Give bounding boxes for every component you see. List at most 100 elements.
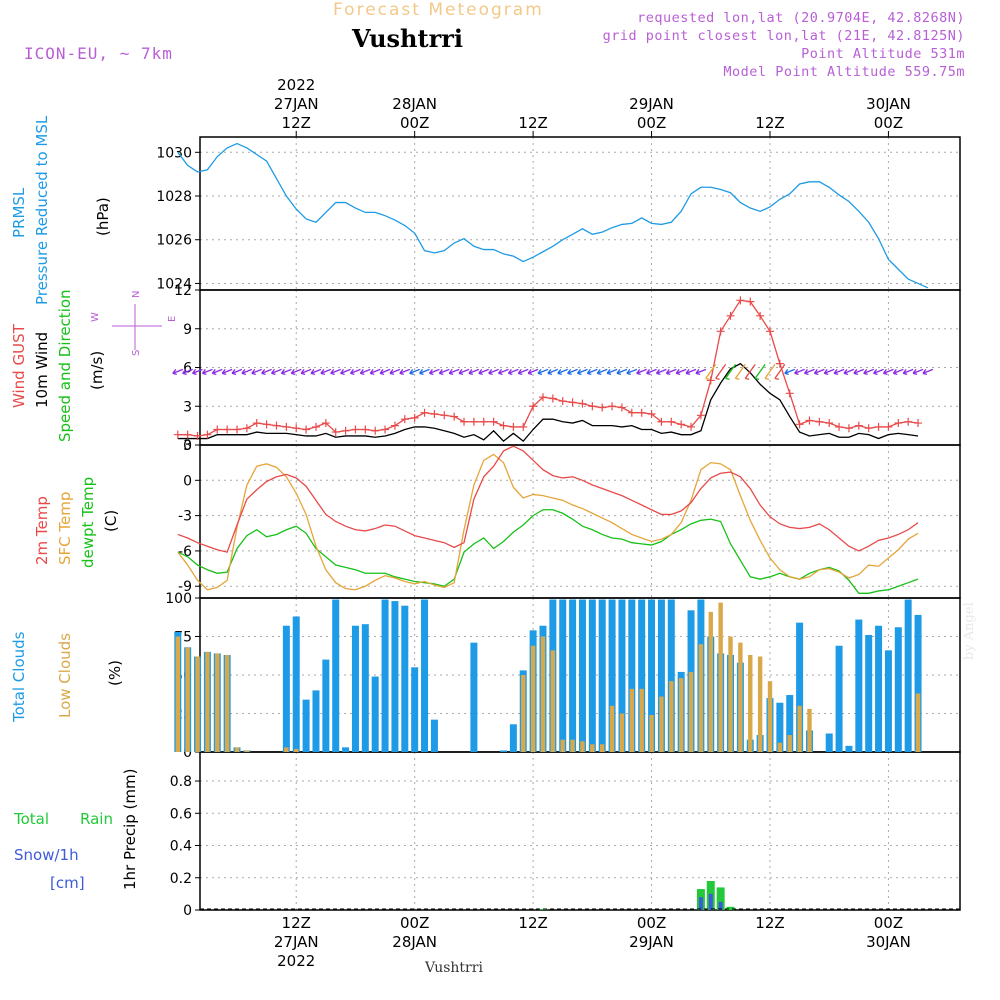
wind-dir-arrow — [310, 368, 322, 376]
gust-marker — [687, 422, 696, 431]
precip-rain-label: Rain — [80, 810, 113, 828]
wind-dir-arrow — [586, 368, 598, 376]
gust-marker — [914, 419, 923, 428]
y-tick-label: 1024 — [156, 276, 192, 292]
wind-dir-arrow — [488, 368, 499, 376]
total-cloud-bar — [865, 634, 873, 752]
wind-dir-arrow — [715, 363, 727, 381]
total-cloud-bar — [638, 599, 646, 752]
total-cloud-bar — [845, 745, 853, 752]
wind-dir-arrow — [784, 368, 795, 376]
snow-bar — [718, 901, 723, 910]
gust-marker — [440, 411, 449, 420]
total-cloud-bar — [786, 695, 794, 752]
panel-frame — [199, 444, 961, 599]
low-cloud-bar — [767, 681, 773, 752]
gust-marker — [469, 417, 478, 426]
wind-dir-arrow — [221, 368, 233, 376]
y-tick-label: 0 — [183, 438, 192, 454]
wind-dir-arrow — [419, 368, 430, 376]
low-cloud-bar — [738, 642, 743, 752]
total-cloud-bar — [322, 659, 330, 752]
gust-marker — [637, 408, 646, 417]
y-tick-label: 3 — [183, 399, 192, 415]
rain-bar — [726, 906, 735, 910]
gust-marker — [183, 430, 192, 439]
wind-dir-arrow — [547, 368, 559, 376]
wind-dir-arrow — [576, 368, 588, 376]
low-cloud-bar — [284, 747, 289, 752]
wind-dir-arrow — [458, 368, 470, 376]
wind-dir-arrow — [646, 368, 657, 376]
low-cloud-bar — [294, 748, 299, 752]
low-cloud-bar — [797, 705, 802, 752]
low-clouds-label: Low Clouds — [56, 633, 74, 718]
wind-dir-arrow — [655, 368, 667, 376]
precip-labels: Total Rain Snow/1h [cm] 1hr Precip (mm) — [13, 769, 139, 892]
wind-dir-arrow — [863, 368, 874, 376]
gust-marker — [756, 311, 765, 320]
wind-dir-arrow — [359, 368, 371, 376]
gust-marker — [548, 394, 557, 403]
gust-marker — [696, 411, 705, 420]
wind-dir-arrow — [764, 363, 776, 381]
low-cloud-bar — [224, 654, 230, 752]
wind-dir-arrow — [892, 368, 904, 376]
compass-s: S — [131, 350, 142, 356]
low-cloud-bar — [649, 715, 654, 752]
wind-dir-arrow — [803, 368, 815, 376]
gust-marker — [213, 425, 222, 434]
precip-cm-label: [cm] — [50, 874, 85, 892]
gust-marker — [578, 399, 587, 408]
low-cloud-bar — [915, 693, 921, 752]
cloud-labels: Total Clouds Low Clouds (%) — [10, 631, 124, 723]
gust-marker — [598, 403, 607, 412]
precip-total-label: Total — [13, 810, 49, 828]
y-tick-label: 100 — [165, 591, 192, 607]
gust-marker — [400, 415, 409, 424]
wind-dir-arrow — [833, 368, 845, 376]
wind-dir-arrow — [172, 368, 184, 376]
wind-dir-arrow — [517, 368, 529, 376]
low-cloud-bar — [619, 713, 625, 752]
wind-dir-arrow — [399, 368, 411, 376]
panel-frame — [199, 136, 961, 291]
wind-dir-arrow — [636, 368, 647, 376]
gust-marker — [420, 408, 429, 417]
time-label-bottom: 30JAN — [866, 933, 911, 951]
gust-marker — [519, 422, 528, 431]
gust-marker — [450, 412, 459, 421]
gust-marker — [203, 430, 212, 439]
gust-marker — [627, 408, 636, 417]
gust-marker — [223, 425, 232, 434]
rain-bar — [538, 909, 547, 910]
gust-marker — [351, 425, 360, 434]
gust-marker — [311, 422, 320, 431]
low-cloud-bar — [215, 653, 220, 752]
gust-marker — [736, 296, 745, 305]
total-cloud-bar — [361, 624, 369, 752]
total-cloud-bar — [894, 627, 902, 752]
total-cloud-bar — [618, 599, 626, 752]
wind-dir-arrow — [448, 368, 460, 376]
wind-dir-arrow — [922, 368, 934, 376]
gust-marker — [765, 327, 774, 336]
time-label-bottom: 29JAN — [629, 933, 674, 951]
compass-n: N — [131, 291, 142, 298]
gust-marker — [489, 417, 498, 426]
total-cloud-bar — [884, 650, 892, 752]
wind-dir-arrow — [734, 363, 746, 381]
low-cloud-bar — [560, 739, 565, 752]
wind-dir-arrow — [527, 368, 539, 376]
total-cloud-bar — [904, 599, 912, 752]
total-cloud-bar — [588, 599, 596, 752]
low-cloud-bar — [748, 654, 753, 752]
total-cloud-bar — [776, 702, 784, 752]
wind-dir-arrow — [320, 368, 332, 376]
time-label-bottom: 00Z — [637, 914, 666, 932]
wind-dir-arrow — [685, 368, 697, 376]
low-cloud-bar — [609, 705, 615, 752]
wind-dir-arrow — [438, 368, 450, 376]
wind-dir-arrow — [290, 368, 302, 376]
total-cloud-bar — [500, 750, 508, 752]
